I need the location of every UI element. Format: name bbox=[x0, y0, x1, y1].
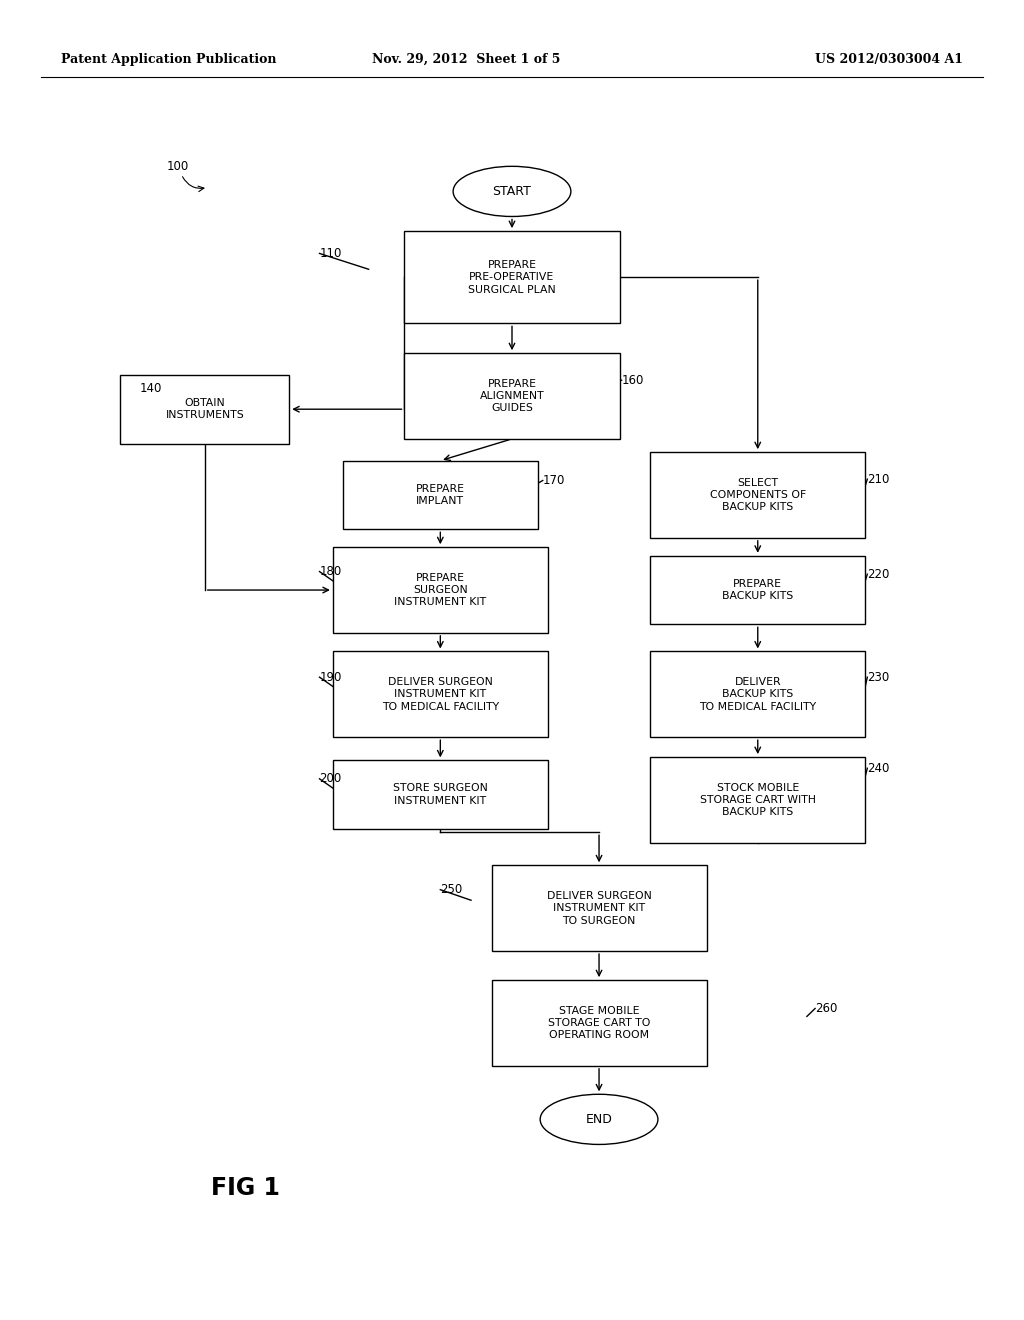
Bar bbox=[333, 652, 548, 737]
Text: 170: 170 bbox=[543, 474, 565, 487]
Text: STORE SURGEON
INSTRUMENT KIT: STORE SURGEON INSTRUMENT KIT bbox=[393, 784, 487, 805]
Text: 110: 110 bbox=[319, 247, 342, 260]
Text: END: END bbox=[586, 1113, 612, 1126]
Text: 220: 220 bbox=[867, 568, 890, 581]
Text: FIG 1: FIG 1 bbox=[211, 1176, 281, 1200]
Bar bbox=[492, 979, 707, 1067]
Text: PREPARE
PRE-OPERATIVE
SURGICAL PLAN: PREPARE PRE-OPERATIVE SURGICAL PLAN bbox=[468, 260, 556, 294]
Text: STAGE MOBILE
STORAGE CART TO
OPERATING ROOM: STAGE MOBILE STORAGE CART TO OPERATING R… bbox=[548, 1006, 650, 1040]
Bar bbox=[492, 866, 707, 950]
Text: PREPARE
IMPLANT: PREPARE IMPLANT bbox=[416, 484, 465, 506]
Text: Nov. 29, 2012  Sheet 1 of 5: Nov. 29, 2012 Sheet 1 of 5 bbox=[372, 53, 560, 66]
Bar bbox=[343, 461, 538, 529]
Text: 190: 190 bbox=[319, 671, 342, 684]
Text: US 2012/0303004 A1: US 2012/0303004 A1 bbox=[814, 53, 963, 66]
Text: 160: 160 bbox=[622, 374, 644, 387]
Bar bbox=[650, 556, 865, 624]
Text: 250: 250 bbox=[440, 883, 463, 896]
Text: PREPARE
SURGEON
INSTRUMENT KIT: PREPARE SURGEON INSTRUMENT KIT bbox=[394, 573, 486, 607]
Ellipse shape bbox=[453, 166, 571, 216]
Text: 180: 180 bbox=[319, 565, 342, 578]
Text: OBTAIN
INSTRUMENTS: OBTAIN INSTRUMENTS bbox=[166, 399, 244, 420]
Text: SELECT
COMPONENTS OF
BACKUP KITS: SELECT COMPONENTS OF BACKUP KITS bbox=[710, 478, 806, 512]
Bar bbox=[650, 758, 865, 842]
Ellipse shape bbox=[541, 1094, 657, 1144]
Bar bbox=[333, 760, 548, 829]
Text: DELIVER SURGEON
INSTRUMENT KIT
TO MEDICAL FACILITY: DELIVER SURGEON INSTRUMENT KIT TO MEDICA… bbox=[382, 677, 499, 711]
Text: START: START bbox=[493, 185, 531, 198]
Text: PREPARE
BACKUP KITS: PREPARE BACKUP KITS bbox=[722, 579, 794, 601]
Bar bbox=[121, 375, 290, 444]
Bar bbox=[404, 354, 620, 438]
Bar bbox=[333, 546, 548, 632]
Text: 200: 200 bbox=[319, 772, 342, 785]
Text: 140: 140 bbox=[139, 381, 162, 395]
Text: 230: 230 bbox=[867, 671, 890, 684]
Bar bbox=[650, 451, 865, 539]
Text: DELIVER
BACKUP KITS
TO MEDICAL FACILITY: DELIVER BACKUP KITS TO MEDICAL FACILITY bbox=[699, 677, 816, 711]
Text: 240: 240 bbox=[867, 762, 890, 775]
Text: 210: 210 bbox=[867, 473, 890, 486]
Text: 260: 260 bbox=[815, 1002, 838, 1015]
Text: DELIVER SURGEON
INSTRUMENT KIT
TO SURGEON: DELIVER SURGEON INSTRUMENT KIT TO SURGEO… bbox=[547, 891, 651, 925]
Text: PREPARE
ALIGNMENT
GUIDES: PREPARE ALIGNMENT GUIDES bbox=[479, 379, 545, 413]
Text: STOCK MOBILE
STORAGE CART WITH
BACKUP KITS: STOCK MOBILE STORAGE CART WITH BACKUP KI… bbox=[699, 783, 816, 817]
Bar bbox=[650, 652, 865, 737]
Text: Patent Application Publication: Patent Application Publication bbox=[61, 53, 276, 66]
Text: 100: 100 bbox=[167, 160, 189, 173]
Bar bbox=[404, 231, 620, 323]
